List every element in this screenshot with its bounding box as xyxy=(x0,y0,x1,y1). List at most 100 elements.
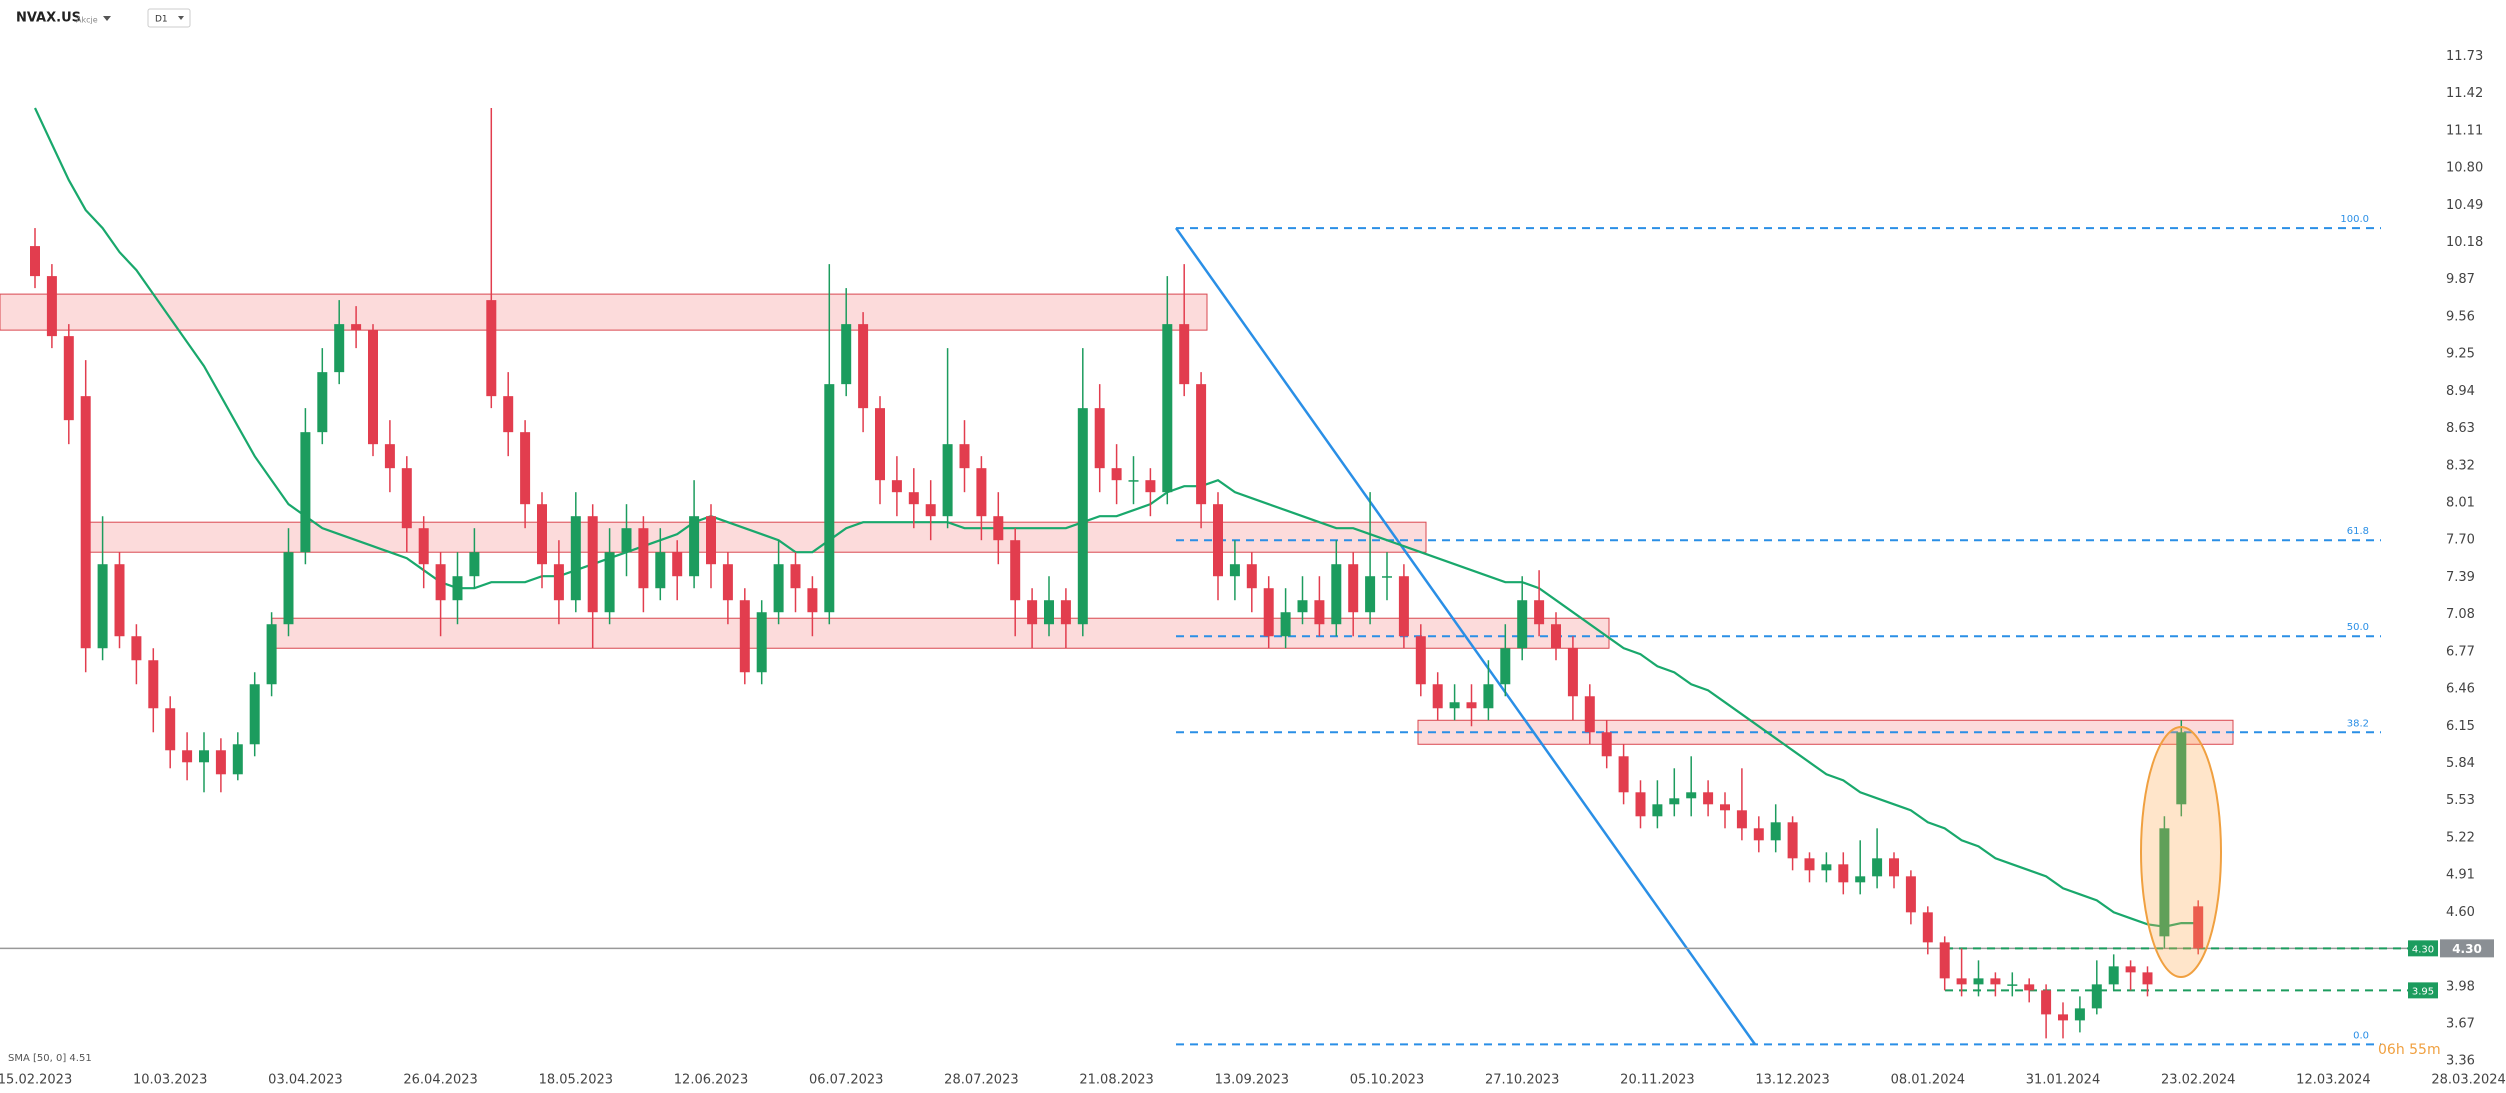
candle-body xyxy=(959,444,970,469)
candle-body xyxy=(2041,990,2052,1015)
candle-body xyxy=(942,444,953,517)
trend-line xyxy=(1174,227,1757,1046)
candle-body xyxy=(80,396,91,649)
candle-body xyxy=(858,324,869,409)
y-tick-label: 4.91 xyxy=(2446,868,2475,883)
candle-body xyxy=(2176,732,2187,805)
candle-body xyxy=(1889,858,1899,877)
x-tick-label: 06.07.2023 xyxy=(809,1073,883,1088)
candle-body xyxy=(148,660,159,709)
sma-legend: SMA [50, 0] 4.51 xyxy=(8,1053,92,1064)
candle-body xyxy=(1297,600,1308,613)
candle-body xyxy=(689,516,700,577)
y-tick-label: 7.08 xyxy=(2446,607,2475,622)
candle-body xyxy=(1956,978,1967,985)
candle-body xyxy=(1534,600,1545,625)
candle-body xyxy=(435,564,446,601)
candle-body xyxy=(604,552,615,613)
candle-body xyxy=(1365,576,1376,613)
fib-label: 61.8 xyxy=(2347,526,2369,537)
candle-body xyxy=(2024,984,2035,991)
candle-body xyxy=(520,432,531,505)
y-tick-label: 8.94 xyxy=(2446,384,2475,399)
y-tick-label: 10.18 xyxy=(2446,235,2483,250)
candle-body xyxy=(1838,864,1849,883)
candle-body xyxy=(1280,612,1291,637)
candle-body xyxy=(756,612,767,673)
candle-body xyxy=(401,468,412,529)
fib-label: 0.0 xyxy=(2353,1030,2369,1041)
y-tick-label: 5.22 xyxy=(2446,830,2475,845)
candle-body xyxy=(1027,600,1038,625)
candle-body xyxy=(2074,1008,2085,1021)
x-tick-label: 27.10.2023 xyxy=(1485,1073,1559,1088)
dropdown-arrow[interactable] xyxy=(103,16,111,21)
market: Akcje xyxy=(76,16,98,25)
symbol[interactable]: NVAX.US xyxy=(16,11,81,26)
y-tick-label: 7.70 xyxy=(2446,533,2475,548)
x-tick-label: 23.02.2024 xyxy=(2161,1073,2235,1088)
fib-label: 100.0 xyxy=(2340,214,2369,225)
candle-body xyxy=(1720,804,1730,811)
candle-body xyxy=(199,750,209,763)
candle-body xyxy=(1044,600,1054,625)
candle-body xyxy=(2007,984,2018,986)
highlight xyxy=(2140,726,2222,978)
sma-line xyxy=(34,107,2199,928)
y-tick-label: 6.46 xyxy=(2446,682,2475,697)
candle-body xyxy=(1821,864,1832,871)
candle-body xyxy=(1466,702,1477,709)
level-tag-label: 3.95 xyxy=(2412,986,2434,997)
candle-body xyxy=(486,300,497,397)
y-tick-label: 8.01 xyxy=(2446,495,2475,510)
interval-selector[interactable] xyxy=(147,8,191,28)
candle-body xyxy=(2142,972,2153,985)
candle-body xyxy=(1990,978,2001,985)
candle-body xyxy=(537,504,547,565)
candle-body xyxy=(266,624,277,685)
candle-body xyxy=(722,564,733,601)
x-tick-label: 31.01.2024 xyxy=(2026,1073,2100,1088)
candle-body xyxy=(875,408,885,481)
interval: D1 xyxy=(155,15,168,25)
candle-body xyxy=(925,504,936,517)
candle-body xyxy=(824,384,835,613)
candle-body xyxy=(351,324,362,331)
candle-body xyxy=(452,576,463,601)
candle-body xyxy=(621,528,632,553)
candle-body xyxy=(1686,792,1697,799)
candle-body xyxy=(1787,822,1798,859)
x-tick-label: 26.04.2023 xyxy=(403,1073,477,1088)
y-tick-label: 10.80 xyxy=(2446,161,2483,176)
candle-body xyxy=(638,528,649,589)
candle-body xyxy=(2159,828,2170,937)
candle-body xyxy=(1905,876,1916,913)
x-tick-label: 05.10.2023 xyxy=(1350,1073,1424,1088)
candle-body xyxy=(1973,978,1984,985)
y-tick-label: 3.36 xyxy=(2446,1054,2475,1069)
y-tick-label: 3.98 xyxy=(2446,979,2475,994)
candle-body xyxy=(1551,624,1561,649)
x-tick-label: 08.01.2024 xyxy=(1891,1073,1965,1088)
candle-body xyxy=(2058,1014,2068,1021)
candle-body xyxy=(1111,468,1122,481)
candle-body xyxy=(2193,906,2204,949)
candle-body xyxy=(182,750,193,763)
candle-body xyxy=(993,516,1004,541)
y-tick-label: 8.63 xyxy=(2446,421,2475,436)
candle-body xyxy=(1060,600,1071,625)
candle-body xyxy=(215,750,226,775)
candle-body xyxy=(1331,564,1342,625)
support-zone xyxy=(271,617,1610,649)
candle-body xyxy=(1229,564,1240,577)
candle-body xyxy=(1669,798,1680,805)
candle-body xyxy=(131,636,142,661)
candle-body xyxy=(300,432,311,553)
candle-body xyxy=(63,336,74,421)
candle-body xyxy=(672,552,683,577)
interval-arrow xyxy=(178,16,184,20)
y-tick-label: 4.60 xyxy=(2446,905,2475,920)
candle-body xyxy=(249,684,260,745)
fib-label: 50.0 xyxy=(2347,622,2369,633)
candle-body xyxy=(1770,822,1781,841)
